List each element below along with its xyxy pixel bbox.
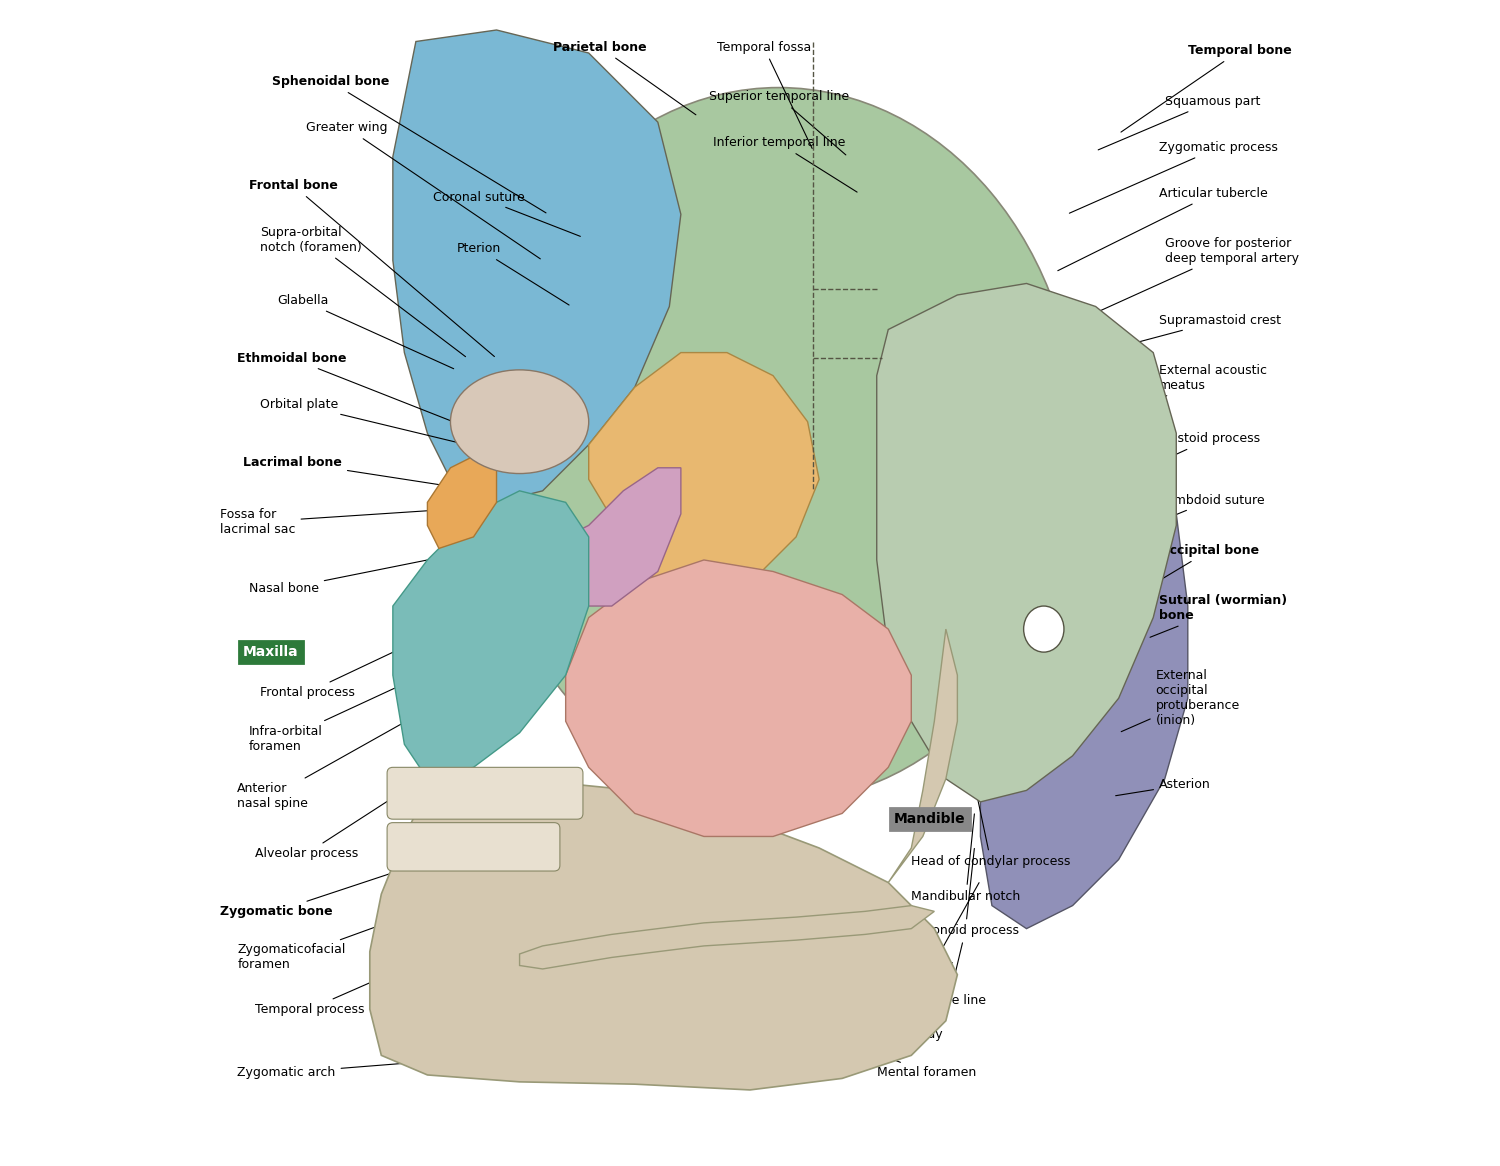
Text: Temporal process: Temporal process bbox=[255, 919, 518, 1016]
Text: Sphenoidal bone: Sphenoidal bone bbox=[272, 76, 546, 213]
FancyBboxPatch shape bbox=[387, 767, 584, 820]
Text: Lambdoid suture: Lambdoid suture bbox=[1110, 493, 1264, 542]
Text: Zygomaticofacial
foramen: Zygomaticofacial foramen bbox=[237, 878, 512, 971]
Text: Fossa for
lacrimal sac: Fossa for lacrimal sac bbox=[220, 508, 465, 536]
Text: Occipital bone: Occipital bone bbox=[1138, 545, 1258, 593]
PathPatch shape bbox=[427, 456, 496, 548]
Text: Mandibular notch: Mandibular notch bbox=[912, 814, 1020, 902]
PathPatch shape bbox=[876, 283, 1176, 802]
Text: Greater wing: Greater wing bbox=[306, 121, 540, 259]
Text: Alveolar process: Alveolar process bbox=[255, 729, 500, 861]
Text: Asterion: Asterion bbox=[1116, 778, 1210, 795]
Text: External
occipital
protuberance
(inion): External occipital protuberance (inion) bbox=[1120, 669, 1240, 731]
Ellipse shape bbox=[480, 87, 1078, 802]
Text: Sutural (wormian)
bone: Sutural (wormian) bone bbox=[1150, 595, 1287, 638]
Ellipse shape bbox=[1023, 606, 1064, 652]
Text: Ethmoidal bone: Ethmoidal bone bbox=[237, 352, 465, 427]
Text: Maxilla: Maxilla bbox=[243, 645, 298, 659]
Text: Glabella: Glabella bbox=[278, 294, 453, 368]
Text: Supramastoid crest: Supramastoid crest bbox=[1092, 314, 1281, 354]
Text: Body: Body bbox=[896, 1005, 944, 1041]
Text: Groove for posterior
deep temporal artery: Groove for posterior deep temporal arter… bbox=[1086, 237, 1299, 317]
Text: Superior temporal line: Superior temporal line bbox=[708, 90, 849, 155]
Text: Anterior
nasal spine: Anterior nasal spine bbox=[237, 688, 465, 810]
Text: Supra-orbital
notch (foramen): Supra-orbital notch (foramen) bbox=[261, 226, 465, 357]
FancyBboxPatch shape bbox=[387, 823, 560, 871]
Text: Mental foramen: Mental foramen bbox=[828, 1033, 977, 1080]
PathPatch shape bbox=[519, 906, 934, 969]
Text: Inferior temporal line: Inferior temporal line bbox=[712, 136, 856, 192]
PathPatch shape bbox=[981, 468, 1188, 928]
Text: Frontal process: Frontal process bbox=[261, 607, 489, 698]
PathPatch shape bbox=[566, 560, 912, 836]
Text: Oblique line: Oblique line bbox=[912, 943, 987, 1006]
Text: Infra-orbital
foramen: Infra-orbital foramen bbox=[249, 647, 483, 752]
PathPatch shape bbox=[554, 468, 681, 606]
PathPatch shape bbox=[888, 630, 957, 883]
Text: Coronoid process: Coronoid process bbox=[912, 849, 1020, 937]
Text: Pterion: Pterion bbox=[458, 243, 568, 305]
Text: Zygomatic arch: Zygomatic arch bbox=[237, 1049, 574, 1080]
PathPatch shape bbox=[393, 491, 588, 779]
Text: Articular tubercle: Articular tubercle bbox=[1058, 187, 1268, 271]
Text: Mandible: Mandible bbox=[894, 813, 966, 827]
Text: Frontal bone: Frontal bone bbox=[249, 180, 495, 357]
Text: Parietal bone: Parietal bone bbox=[554, 41, 696, 114]
Ellipse shape bbox=[450, 370, 588, 473]
Text: Coronal suture: Coronal suture bbox=[433, 190, 580, 237]
Text: Temporal bone: Temporal bone bbox=[1120, 44, 1292, 132]
Text: Ramus: Ramus bbox=[912, 883, 980, 972]
Text: Mastoid process: Mastoid process bbox=[1086, 433, 1260, 496]
PathPatch shape bbox=[370, 779, 957, 1090]
Text: Head of condylar process: Head of condylar process bbox=[912, 787, 1071, 869]
Text: Nasal bone: Nasal bone bbox=[249, 555, 453, 596]
Text: Squamous part: Squamous part bbox=[1098, 94, 1260, 150]
PathPatch shape bbox=[588, 352, 819, 595]
Text: External acoustic
meatus: External acoustic meatus bbox=[1086, 364, 1268, 427]
Text: Orbital plate: Orbital plate bbox=[261, 398, 488, 450]
Text: Zygomatic bone: Zygomatic bone bbox=[220, 837, 500, 918]
Text: Lacrimal bone: Lacrimal bone bbox=[243, 456, 477, 491]
Text: Temporal fossa: Temporal fossa bbox=[717, 41, 812, 148]
Text: Zygomatic process: Zygomatic process bbox=[1070, 141, 1278, 213]
PathPatch shape bbox=[393, 30, 681, 503]
